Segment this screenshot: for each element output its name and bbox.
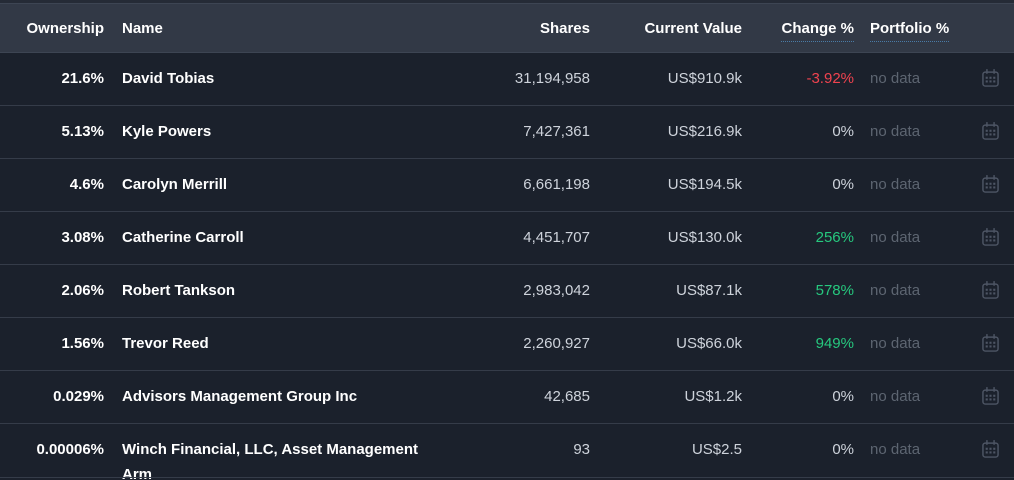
trade-history-button[interactable] [978,225,1003,250]
ownership-value: 2.06% [61,282,104,299]
table-row: 4.6% Carolyn Merrill 6,661,198 US$194.5k… [0,158,1014,211]
table-row: 1.56% Trevor Reed 2,260,927 US$66.0k 949… [0,317,1014,370]
current-value: US$216.9k [667,123,742,140]
current-value: US$130.0k [667,229,742,246]
row-actions [966,371,1014,422]
change-percent: 949% [815,335,854,352]
current-value: US$1.2k [684,388,742,405]
current-value: US$194.5k [667,176,742,193]
trade-history-button[interactable] [978,66,1003,91]
holder-name: Winch Financial, LLC, Asset Management A… [122,441,419,480]
column-header-ownership: Ownership [26,19,104,37]
column-header-shares: Shares [539,19,590,37]
portfolio-percent: no data [870,282,921,299]
shares-value: 2,983,042 [523,282,590,299]
ownership-value: 4.6% [69,176,104,193]
calendar-icon [981,333,999,352]
trade-history-button[interactable] [978,278,1003,303]
portfolio-percent: no data [870,388,921,405]
calendar-icon [981,68,999,87]
column-header-current-value: Current Value [644,19,742,37]
change-percent: 0% [832,123,854,140]
portfolio-percent: no data [870,123,921,140]
shares-value: 2,260,927 [523,335,590,352]
holder-name: Robert Tankson [122,282,236,299]
calendar-icon [981,227,999,246]
top-divider [0,0,1014,4]
calendar-icon [981,121,999,140]
holder-name: Catherine Carroll [122,229,244,246]
trade-history-button[interactable] [978,384,1003,409]
row-actions [966,106,1014,157]
ownership-value: 0.00006% [36,441,104,458]
trade-history-button[interactable] [978,437,1003,462]
table-row: 0.029% Advisors Management Group Inc 42,… [0,370,1014,423]
current-value: US$66.0k [676,335,742,352]
column-header-portfolio-pct[interactable]: Portfolio % [854,20,966,42]
trade-history-button[interactable] [978,172,1003,197]
column-header-name: Name [122,19,163,37]
row-actions [966,424,1014,475]
table-row: 2.06% Robert Tankson 2,983,042 US$87.1k … [0,264,1014,317]
shares-value: 42,685 [544,388,590,405]
row-actions [966,53,1014,104]
holder-name: David Tobias [122,70,215,87]
ownership-value: 3.08% [61,229,104,246]
current-value: US$910.9k [667,70,742,87]
table-row: 3.08% Catherine Carroll 4,451,707 US$130… [0,211,1014,264]
holder-name: Kyle Powers [122,123,212,140]
table-row: 5.13% Kyle Powers 7,427,361 US$216.9k 0%… [0,105,1014,158]
shares-value: 7,427,361 [523,123,590,140]
row-actions [966,159,1014,210]
calendar-icon [981,386,999,405]
table-body: 21.6% David Tobias 31,194,958 US$910.9k … [0,52,1014,480]
trade-history-button[interactable] [978,119,1003,144]
change-percent: 578% [815,282,854,299]
change-percent: 256% [815,229,854,246]
current-value: US$2.5 [691,441,742,458]
portfolio-pct-tooltip-label[interactable]: Portfolio % [870,20,950,42]
portfolio-percent: no data [870,335,921,352]
row-actions [966,318,1014,369]
change-percent: -3.92% [806,70,854,87]
bottom-divider [0,477,1014,478]
shares-value: 6,661,198 [523,176,590,193]
table-row: 0.00006% Winch Financial, LLC, Asset Man… [0,423,1014,480]
holder-name: Carolyn Merrill [122,176,228,193]
column-header-change-pct[interactable]: Change % [742,20,854,42]
portfolio-percent: no data [870,229,921,246]
holder-name: Advisors Management Group Inc [122,388,358,405]
trade-history-button[interactable] [978,331,1003,356]
current-value: US$87.1k [676,282,742,299]
shares-value: 93 [573,441,590,458]
row-actions [966,212,1014,263]
change-pct-tooltip-label[interactable]: Change % [781,20,854,42]
ownership-value: 0.029% [53,388,104,405]
change-percent: 0% [832,388,854,405]
table-row: 21.6% David Tobias 31,194,958 US$910.9k … [0,52,1014,105]
shares-value: 31,194,958 [514,70,590,87]
portfolio-percent: no data [870,441,921,458]
change-percent: 0% [832,441,854,458]
calendar-icon [981,439,999,458]
portfolio-percent: no data [870,176,921,193]
change-percent: 0% [832,176,854,193]
shares-value: 4,451,707 [523,229,590,246]
calendar-icon [981,280,999,299]
ownership-value: 5.13% [61,123,104,140]
calendar-icon [981,174,999,193]
holder-name: Trevor Reed [122,335,209,352]
table-header: Ownership Name Shares Current Value Chan… [0,4,1014,52]
portfolio-percent: no data [870,70,921,87]
row-actions [966,265,1014,316]
ownership-value: 21.6% [61,70,104,87]
ownership-value: 1.56% [61,335,104,352]
